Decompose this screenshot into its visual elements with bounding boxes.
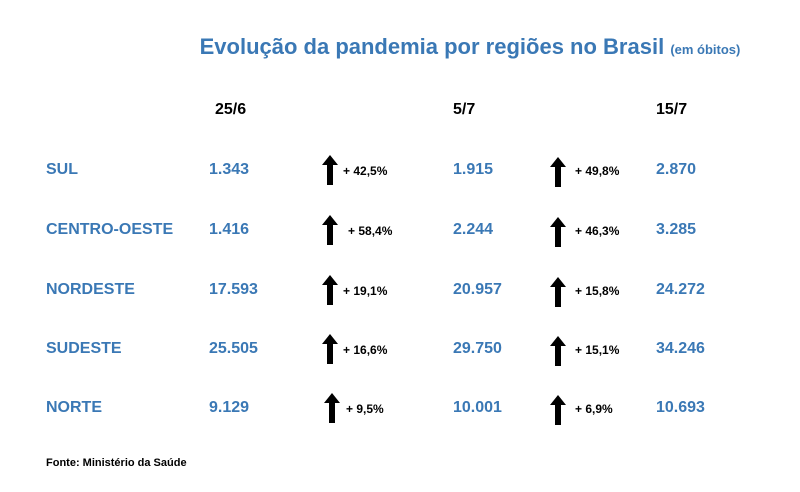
change-1: + 9,5%	[346, 402, 384, 416]
header-date-3: 15/7	[656, 101, 688, 118]
table-row: NORDESTE 17.593 + 19,1% 20.957 + 15,8% 24.272	[0, 275, 800, 307]
arrow-up-icon	[322, 334, 338, 364]
value-date-2: 29.750	[453, 340, 502, 357]
region-name: NORTE	[46, 399, 102, 416]
value-date-1: 9.129	[209, 399, 250, 416]
value-date-1: 1.416	[209, 221, 250, 238]
arrow-up-icon	[550, 277, 566, 307]
title-unit: (em óbitos)	[670, 42, 741, 57]
arrow-up-icon	[550, 217, 566, 247]
value-date-1: 17.593	[209, 281, 258, 298]
page-title: Evolução da pandemia por regiões no Bras…	[0, 34, 800, 60]
value-date-2: 2.244	[453, 221, 494, 238]
region-name: CENTRO-OESTE	[46, 221, 174, 238]
change-1: + 42,5%	[343, 164, 388, 178]
arrow-up-icon	[550, 157, 566, 187]
change-1: + 16,6%	[343, 343, 388, 357]
change-2: + 15,8%	[575, 284, 620, 298]
arrow-up-icon	[322, 215, 338, 245]
value-date-3: 24.272	[656, 281, 705, 298]
value-date-2: 1.915	[453, 161, 494, 178]
value-date-3: 34.246	[656, 340, 705, 357]
arrow-up-icon	[550, 336, 566, 366]
value-date-1: 1.343	[209, 161, 250, 178]
arrow-up-icon	[550, 395, 566, 425]
value-date-1: 25.505	[209, 340, 258, 357]
value-date-2: 10.001	[453, 399, 502, 416]
title-main: Evolução da pandemia por regiões no Bras…	[199, 34, 665, 59]
change-2: + 15,1%	[575, 343, 620, 357]
header-date-2: 5/7	[453, 101, 476, 118]
value-date-3: 10.693	[656, 399, 705, 416]
value-date-2: 20.957	[453, 281, 502, 298]
header-date-1: 25/6	[215, 101, 247, 118]
change-2: + 6,9%	[575, 402, 613, 416]
region-name: NORDESTE	[46, 281, 135, 298]
arrow-up-icon	[322, 275, 338, 305]
table-row: SUL 1.343 + 42,5% 1.915 + 49,8% 2.870	[0, 155, 800, 187]
value-date-3: 3.285	[656, 221, 697, 238]
table-row: SUDESTE 25.505 + 16,6% 29.750 + 15,1% 34.246	[0, 334, 800, 366]
arrow-up-icon	[322, 155, 338, 185]
table-row: CENTRO-OESTE 1.416 + 58,4% 2.244 + 46,3% 3.28…	[0, 215, 800, 247]
table-row: NORTE 9.129 + 9,5% 10.001 + 6,9% 10.693	[0, 393, 800, 425]
change-2: + 46,3%	[575, 224, 620, 238]
change-1: + 19,1%	[343, 284, 388, 298]
region-name: SUL	[46, 161, 78, 178]
value-date-3: 2.870	[656, 161, 697, 178]
region-name: SUDESTE	[46, 340, 122, 357]
change-1: + 58,4%	[348, 224, 393, 238]
arrow-up-icon	[324, 393, 340, 423]
change-2: + 49,8%	[575, 164, 620, 178]
source-note: Fonte: Ministério da Saúde	[46, 457, 187, 469]
